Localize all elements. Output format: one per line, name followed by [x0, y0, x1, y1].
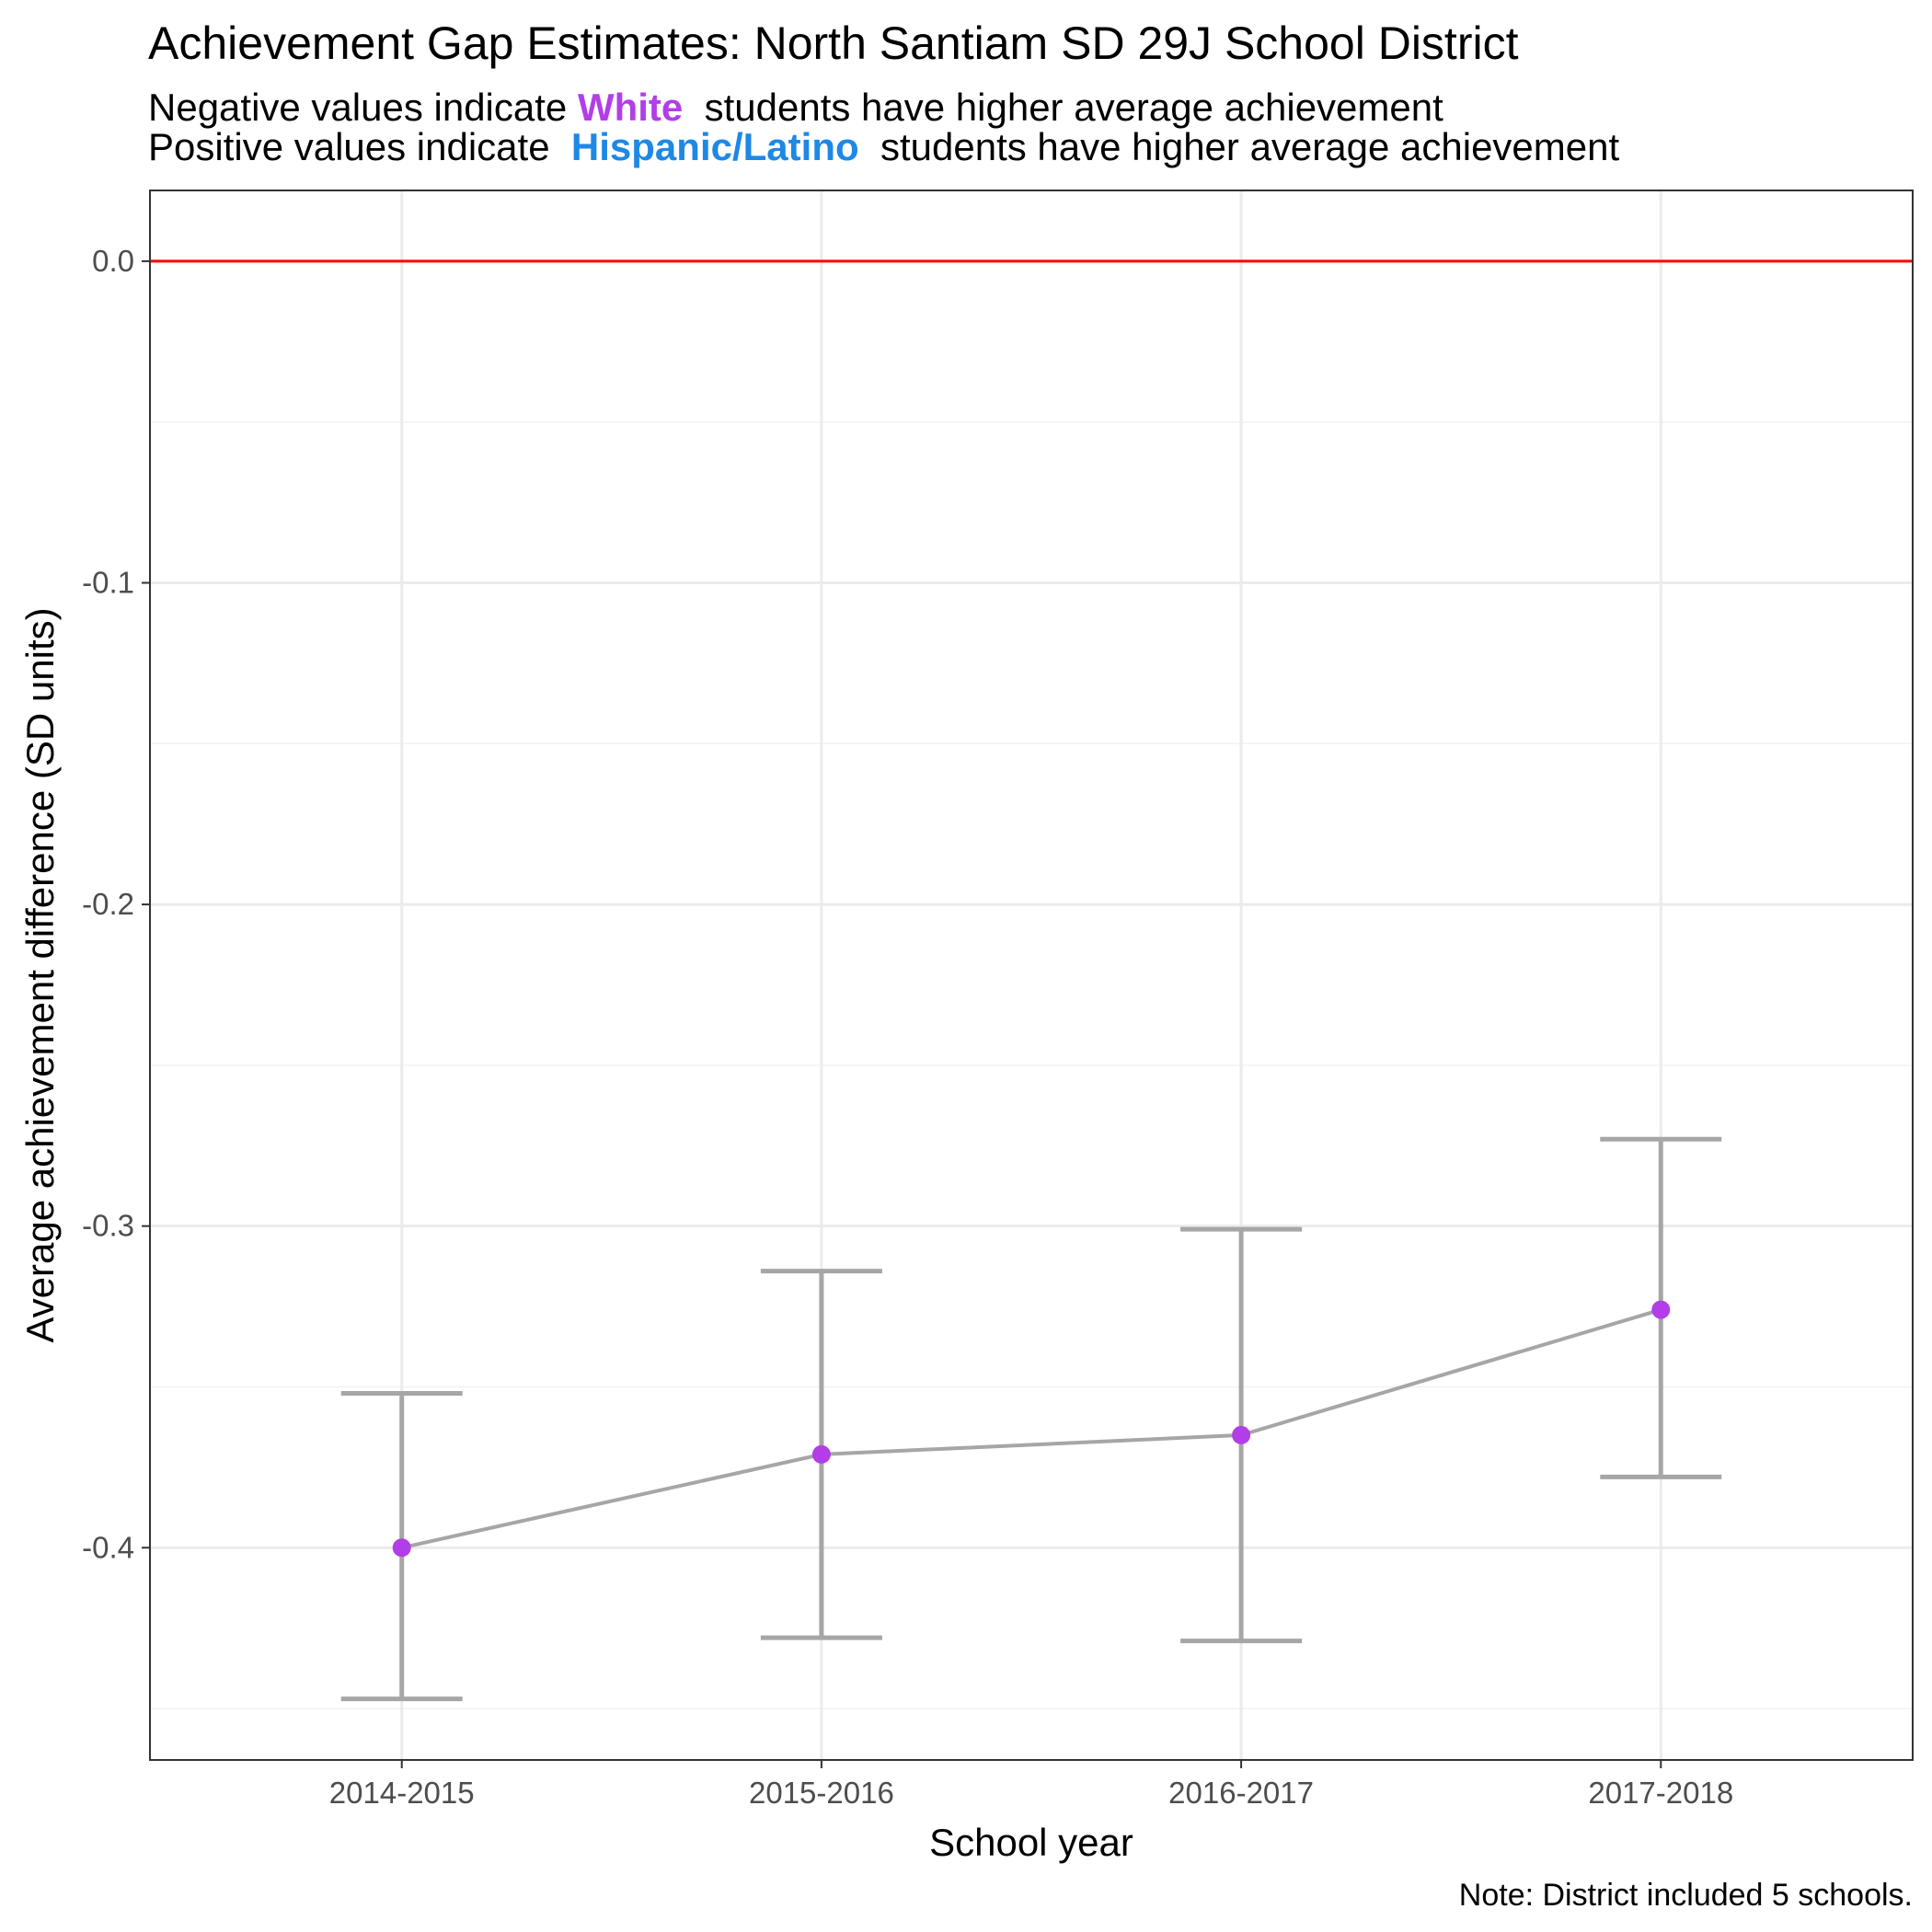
subtitle-positive-pre: Positive values indicate — [148, 125, 571, 168]
y-tick-label: -0.2 — [82, 887, 134, 921]
series-polyline — [401, 1307, 1662, 1550]
y-tick-label: -0.3 — [82, 1209, 134, 1243]
major-gridlines — [150, 190, 1913, 1760]
y-axis: 0.0 -0.1 -0.2 -0.3 -0.4 — [82, 244, 150, 1564]
subtitle-positive: Positive values indicate Hispanic/Latino… — [148, 126, 1619, 168]
x-tick-label: 2016-2017 — [1168, 1776, 1314, 1810]
plot-panel-border — [149, 190, 1914, 1761]
data-point — [392, 1538, 411, 1558]
error-bars — [340, 1136, 1722, 1702]
minor-gridlines — [150, 420, 1913, 1709]
data-point — [1232, 1425, 1251, 1444]
hispanic-group-label: Hispanic/Latino — [570, 125, 859, 168]
x-tick-label: 2015-2016 — [749, 1776, 894, 1810]
x-axis: 2014-2015 2015-2016 2016-2017 2017-2018 — [329, 1760, 1733, 1810]
subtitle-negative: Negative values indicate White students … — [148, 86, 1443, 129]
y-tick-label: -0.4 — [82, 1530, 134, 1564]
data-point — [811, 1444, 831, 1464]
footnote: Note: District included 5 schools. — [1458, 1878, 1913, 1913]
y-tick-label: 0.0 — [92, 244, 134, 278]
subtitle-negative-post: students have higher average achievement — [683, 86, 1443, 129]
x-tick-label: 2014-2015 — [329, 1776, 475, 1810]
data-point — [1651, 1300, 1671, 1319]
subtitle-positive-post: students have higher average achievement — [858, 125, 1620, 168]
y-tick-label: -0.1 — [82, 566, 134, 600]
subtitle-negative-pre: Negative values indicate — [148, 86, 578, 129]
series-line — [401, 1307, 1662, 1550]
chart-title: Achievement Gap Estimates: North Santiam… — [148, 17, 1519, 69]
white-group-label: White — [577, 86, 684, 129]
data-points — [392, 1300, 1671, 1558]
x-axis-title: School year — [929, 1821, 1133, 1864]
y-axis-title: Average achievement difference (SD units… — [18, 607, 62, 1342]
x-tick-label: 2017-2018 — [1588, 1776, 1733, 1810]
